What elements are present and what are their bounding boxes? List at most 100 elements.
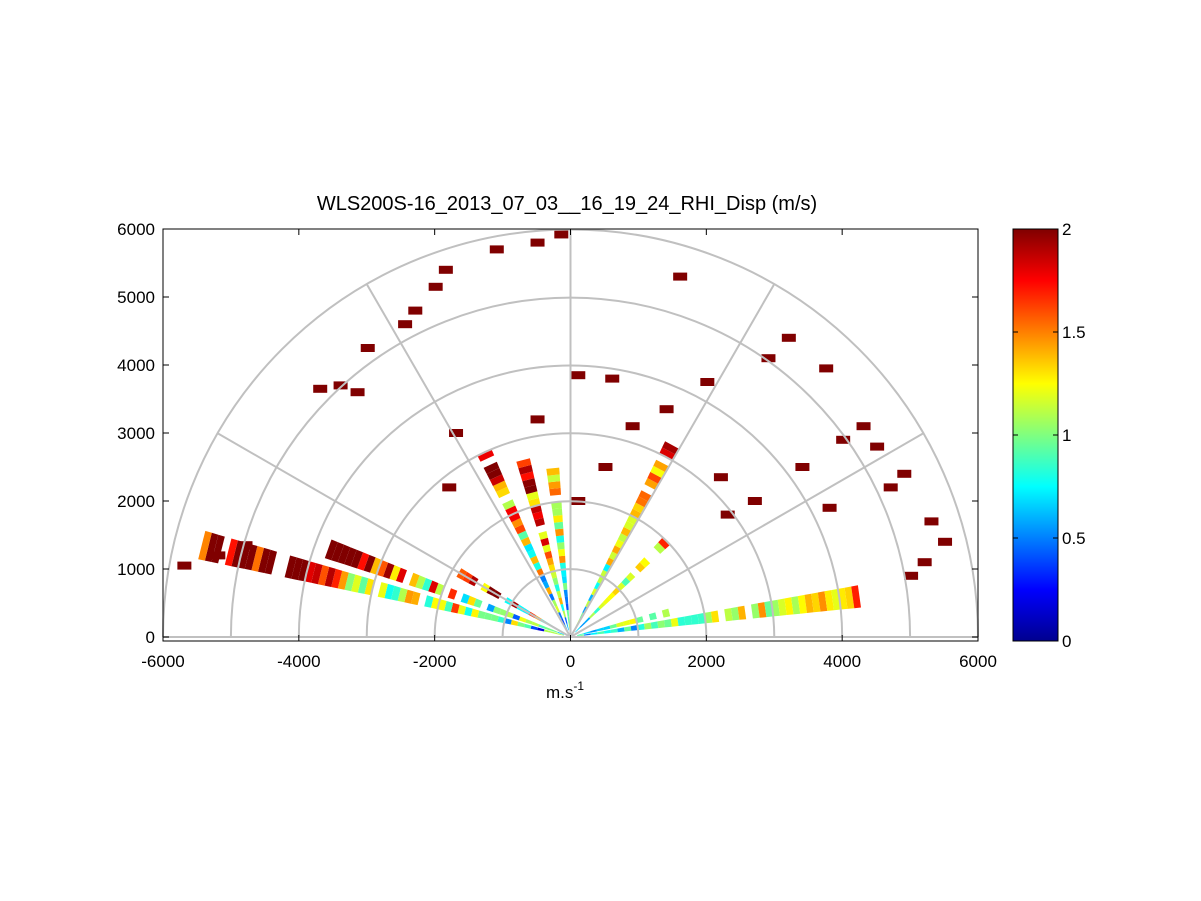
data-block: [700, 378, 715, 386]
data-cell: [566, 609, 570, 617]
data-cell: [603, 629, 611, 634]
data-cell: [518, 464, 533, 475]
data-cell: [710, 610, 720, 623]
data-cell: [664, 619, 672, 628]
data-block: [822, 503, 837, 512]
data-cell: [527, 549, 537, 559]
data-cell: [542, 580, 550, 589]
data-cell: [404, 589, 414, 604]
angle-spoke: [365, 283, 572, 638]
data-cell: [533, 561, 542, 571]
data-cell: [530, 555, 539, 565]
x-axis-label-main: m.s: [546, 683, 573, 702]
data-cell: [597, 631, 605, 635]
data-cell: [311, 563, 323, 585]
data-cell: [588, 594, 595, 602]
angle-spoke: [569, 432, 924, 638]
data-cell: [470, 608, 480, 618]
y-tick-label: 1000: [117, 560, 155, 579]
data-cell: [562, 582, 568, 590]
data-cell: [505, 505, 518, 517]
data-cell: [684, 615, 693, 626]
data-cell: [457, 604, 467, 615]
data-cell: [644, 478, 660, 491]
data-block: [438, 265, 453, 274]
data-cell: [331, 568, 343, 589]
data-cell: [517, 530, 529, 541]
data-cell: [540, 537, 550, 547]
data-cell: [561, 618, 566, 625]
data-cell: [408, 572, 420, 588]
data-cell: [484, 612, 493, 621]
x-tick-label: 4000: [823, 652, 861, 671]
data-cell: [384, 583, 395, 600]
data-cell: [344, 547, 357, 567]
data-cell: [492, 480, 508, 492]
data-block: [917, 558, 932, 567]
data-cell: [477, 449, 495, 462]
data-cell: [518, 616, 527, 623]
data-block: [449, 429, 464, 437]
data-cell: [545, 586, 553, 595]
data-cell: [577, 633, 584, 636]
x-tick-label: -2000: [413, 652, 456, 671]
data-cell: [659, 447, 677, 461]
data-cell: [304, 561, 317, 583]
data-block: [870, 442, 885, 451]
data-cell: [364, 578, 375, 596]
data-cell: [650, 465, 667, 479]
data-cell: [490, 614, 499, 622]
data-cell: [551, 599, 558, 607]
data-cell: [603, 625, 611, 631]
data-cell: [657, 620, 666, 629]
axes: -6000 -4000 -2000 0 2000 4000 6000 0 1000 2000 300…: [117, 220, 997, 671]
data-cell: [550, 631, 558, 635]
data-block: [761, 354, 776, 363]
data-cell: [532, 511, 544, 521]
data-cell: [730, 606, 740, 621]
data-cell: [504, 618, 512, 625]
data-block: [360, 344, 375, 352]
colorbar: [1012, 228, 1059, 642]
data-cell: [650, 621, 659, 629]
data-cell: [624, 626, 632, 632]
data-cell: [561, 576, 567, 584]
data-cell: [791, 596, 801, 615]
data-cell: [198, 530, 212, 561]
y-tick-label: 6000: [117, 220, 155, 239]
data-cell: [558, 597, 563, 605]
colorbar-tick-label: 0: [1062, 632, 1071, 651]
data-cell: [337, 570, 349, 590]
data-block: [571, 371, 586, 380]
data-cell: [531, 621, 540, 627]
data-cell: [551, 629, 558, 633]
data-cell: [590, 632, 598, 635]
x-tick-label: 0: [566, 652, 575, 671]
data-cell: [565, 603, 569, 611]
data-cell: [844, 586, 855, 609]
data-cell: [625, 572, 636, 582]
data-cell: [607, 592, 616, 601]
data-cell: [737, 605, 747, 620]
data-cell: [351, 574, 362, 593]
data-block: [659, 405, 674, 414]
data-cell: [291, 557, 304, 581]
data-cell: [558, 555, 566, 564]
data-cell: [428, 580, 439, 594]
data-cell: [492, 606, 502, 615]
data-block: [883, 483, 898, 492]
data-cell: [447, 588, 458, 600]
data-cell: [544, 550, 553, 560]
data-cell: [579, 622, 586, 628]
y-tick-label: 0: [146, 628, 155, 647]
data-cell: [653, 542, 666, 554]
data-cell: [537, 627, 545, 632]
data-cell: [510, 619, 519, 626]
data-cell: [661, 608, 671, 618]
data-block: [673, 272, 688, 281]
data-cell: [324, 566, 336, 587]
data-cell: [552, 508, 563, 516]
data-cell: [544, 626, 552, 631]
data-cell: [534, 517, 545, 527]
